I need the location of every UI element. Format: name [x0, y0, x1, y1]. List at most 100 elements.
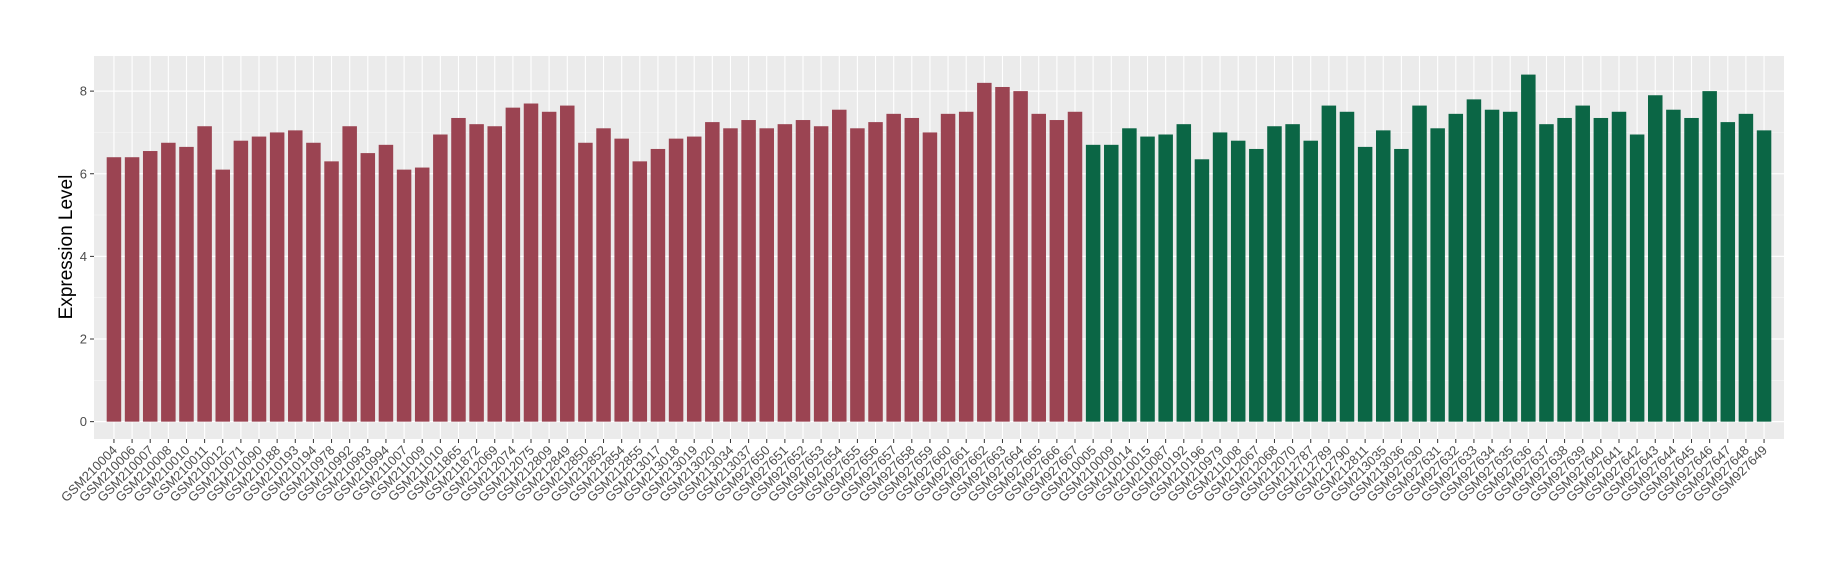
bar: [1104, 144, 1119, 422]
bar: [958, 111, 974, 422]
bar: [1212, 132, 1228, 422]
bar: [324, 161, 339, 422]
bar: [1049, 120, 1065, 422]
bar: [1539, 124, 1554, 422]
y-tick-label: 8: [80, 84, 87, 99]
bar: [360, 153, 376, 422]
bar: [1720, 122, 1736, 422]
bar: [1648, 95, 1663, 422]
bar: [1430, 128, 1445, 422]
bar: [1140, 136, 1155, 422]
bar: [306, 142, 321, 422]
bar: [741, 120, 756, 422]
bar: [233, 140, 249, 422]
bar: [433, 134, 448, 422]
bar: [523, 103, 539, 422]
bar: [977, 82, 992, 422]
bar: [342, 126, 357, 422]
bar: [251, 136, 267, 422]
bar: [541, 111, 557, 422]
bar: [832, 109, 847, 422]
bar: [1376, 130, 1391, 422]
bar: [1357, 146, 1373, 422]
bar: [777, 124, 793, 422]
bar: [723, 128, 738, 422]
bar: [614, 138, 629, 422]
bar: [1122, 128, 1137, 422]
bar: [179, 146, 194, 422]
bar: [1684, 117, 1699, 422]
bar: [161, 142, 176, 422]
bar: [288, 130, 303, 422]
bar: [795, 120, 811, 422]
bar: [1702, 91, 1717, 422]
bar: [1339, 111, 1355, 422]
bar: [1484, 109, 1500, 422]
bar: [1067, 111, 1083, 422]
bar: [922, 132, 938, 422]
panel: [94, 56, 1784, 439]
bar: [378, 144, 394, 422]
bar: [560, 105, 575, 422]
bar: [1557, 117, 1572, 422]
bar: [850, 128, 865, 422]
bar: [650, 148, 666, 422]
bar: [1085, 144, 1101, 422]
bar: [705, 122, 720, 422]
bar: [813, 126, 829, 422]
bar: [1756, 130, 1772, 422]
bar: [269, 132, 285, 422]
bar: [197, 126, 212, 422]
bar: [1466, 99, 1482, 422]
bar: [1194, 159, 1210, 422]
bar: [1013, 91, 1028, 422]
bar: [995, 86, 1010, 422]
bar: [904, 117, 920, 422]
bar: [1176, 124, 1192, 422]
y-tick-label: 6: [80, 166, 87, 181]
bar: [1412, 105, 1427, 422]
bar: [940, 113, 956, 422]
bar: [469, 124, 484, 422]
bar: [106, 157, 122, 422]
bar: [1738, 113, 1754, 422]
bar: [578, 142, 593, 422]
bar: [1521, 74, 1536, 422]
bar: [451, 117, 466, 422]
bar: [1303, 140, 1318, 422]
bar: [1031, 113, 1046, 422]
bar: [1230, 140, 1246, 422]
bar: [505, 107, 521, 422]
bar: [215, 169, 230, 422]
bar: [1502, 111, 1518, 422]
bar: [1611, 111, 1627, 422]
bar: [1267, 126, 1282, 422]
bar: [487, 126, 502, 422]
bar: [686, 136, 702, 422]
y-tick-label: 4: [80, 249, 87, 264]
bar: [1448, 113, 1464, 422]
bar: [759, 128, 774, 422]
bar: [1394, 148, 1409, 422]
bar: [1666, 109, 1681, 422]
bar: [1158, 134, 1173, 422]
y-axis-title: Expression Level: [56, 175, 77, 320]
y-tick-label: 2: [80, 332, 87, 347]
bar: [1285, 124, 1300, 422]
bar: [668, 138, 684, 422]
bar: [142, 151, 158, 422]
bar: [124, 157, 140, 422]
bar: [1321, 105, 1337, 422]
bar: [868, 122, 883, 422]
bar: [886, 113, 901, 422]
bar: [632, 161, 648, 422]
bar: [596, 128, 611, 422]
bar: [414, 167, 430, 422]
y-tick-label: 0: [80, 414, 87, 429]
bar: [1249, 148, 1264, 422]
bar: [1629, 134, 1645, 422]
bar: [1593, 117, 1609, 422]
bar: [1575, 105, 1590, 422]
